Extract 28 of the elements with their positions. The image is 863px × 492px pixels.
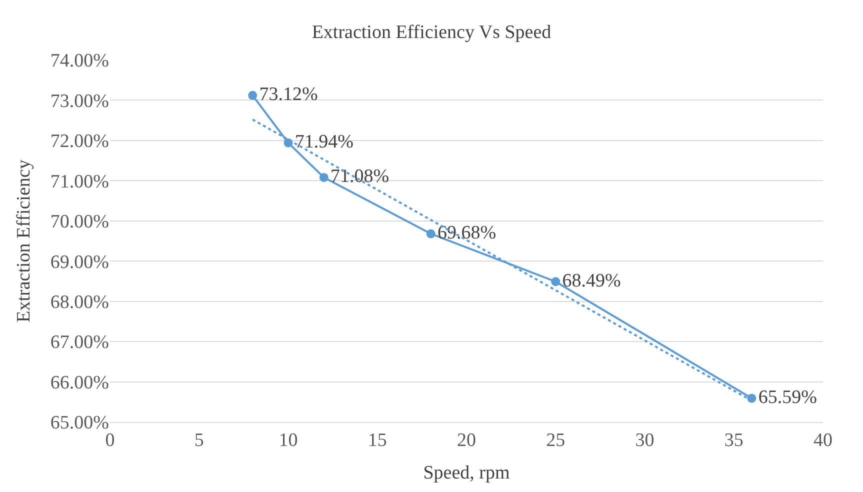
point — [248, 90, 258, 100]
x-tick-label: 25 — [546, 430, 566, 451]
y-tick-label: 68.00% — [50, 292, 110, 313]
chart-title: Extraction Efficiency Vs Speed — [312, 22, 552, 43]
y-tick-label: 66.00% — [50, 372, 110, 394]
point — [319, 172, 328, 182]
x-tick-label: 10 — [278, 430, 298, 451]
y-tick-label: 72.00% — [50, 131, 110, 152]
data-label: 68.49% — [562, 270, 622, 292]
point — [426, 229, 436, 238]
x-tick-label: 35 — [724, 430, 744, 451]
y-axis-title: Extraction Efficiency — [13, 159, 34, 322]
y-tick-label: 73.00% — [50, 90, 110, 112]
y-tick-label: 74.00% — [50, 50, 110, 72]
y-tick-label: 69.00% — [50, 252, 110, 273]
x-tick-label: 40 — [814, 430, 832, 451]
data-label: 71.94% — [294, 132, 354, 153]
y-tick-label: 67.00% — [50, 332, 110, 354]
data-label: 73.12% — [259, 84, 318, 106]
y-tick-label: 70.00% — [50, 212, 110, 233]
point — [551, 277, 560, 286]
x-tick-label: 30 — [635, 430, 654, 451]
y-tick-label: 71.00% — [50, 171, 110, 192]
x-tick-label: 15 — [368, 430, 387, 451]
data-label: 65.59% — [758, 387, 818, 408]
x-tick-label: 5 — [194, 430, 204, 451]
x-axis-title: Speed, rpm — [423, 462, 510, 484]
x-tick-label: 20 — [457, 430, 476, 451]
